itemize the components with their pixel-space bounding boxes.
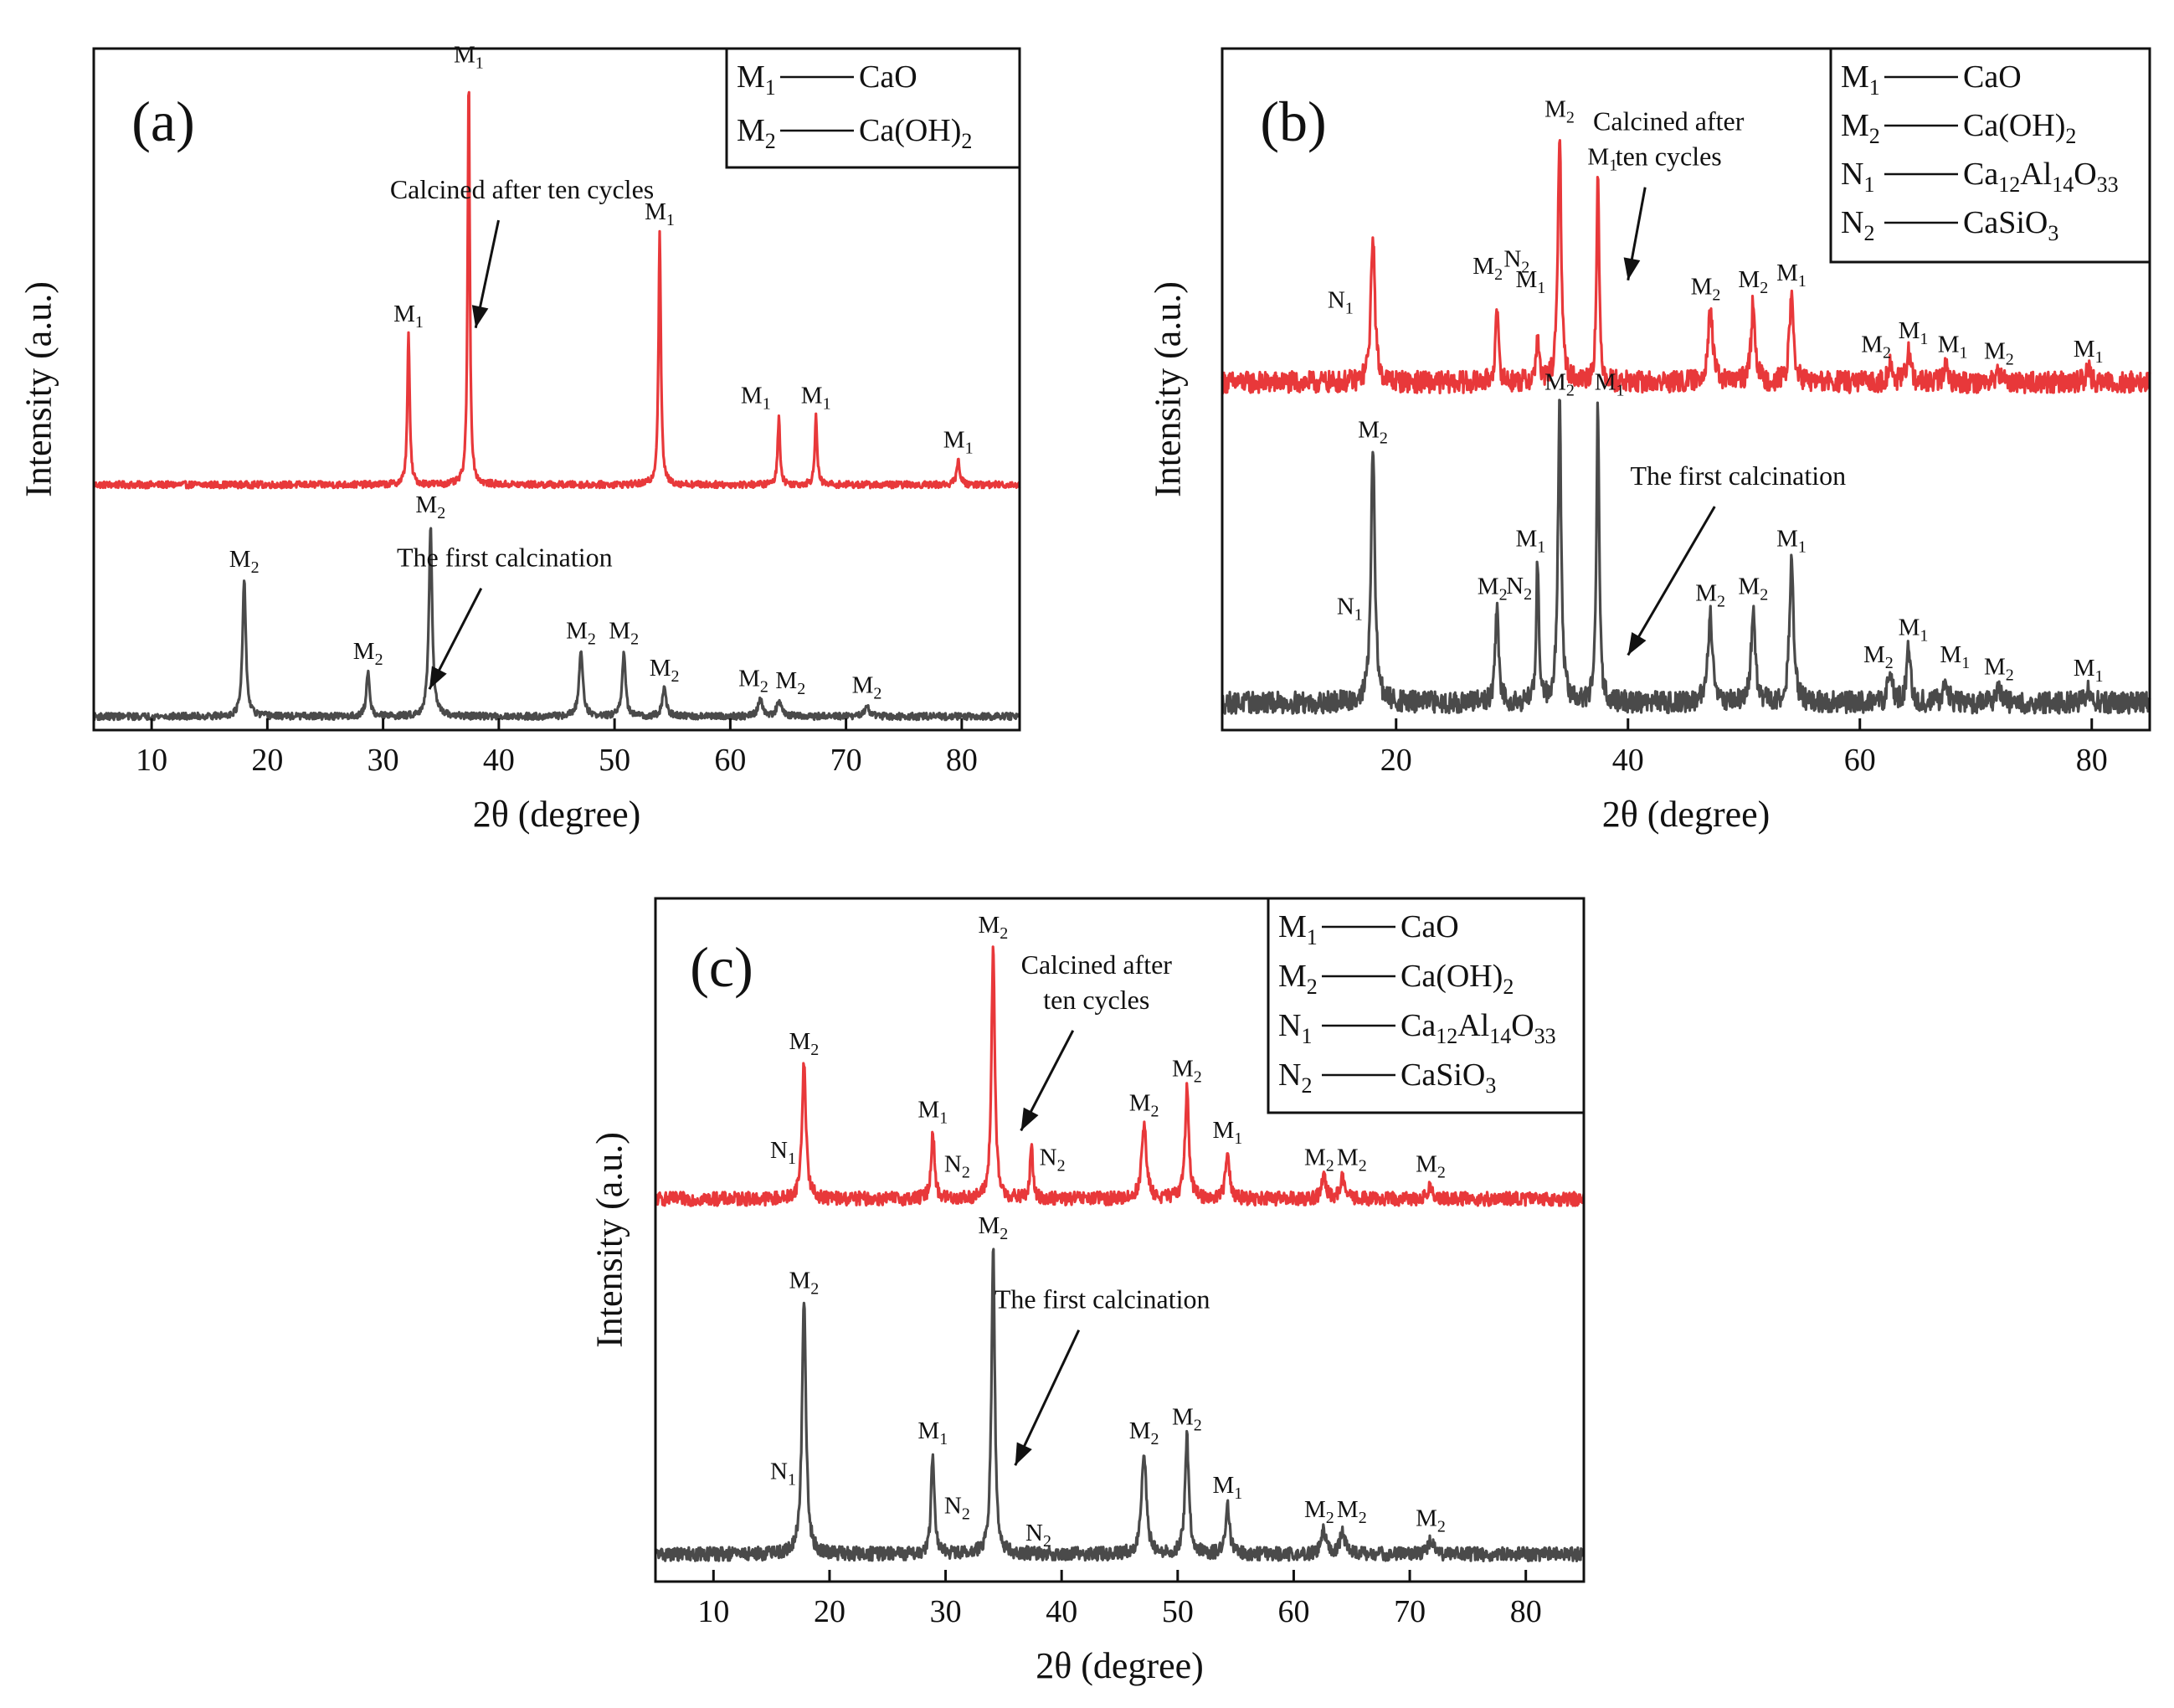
legend-box xyxy=(725,47,1021,169)
x-axis-label: 2θ (degree) xyxy=(1602,794,1771,835)
peak-label: M2 xyxy=(1861,332,1891,363)
legend-phase: CaSiO3 xyxy=(1401,1057,1496,1098)
x-axis-label: 2θ (degree) xyxy=(1036,1645,1204,1686)
y-axis-label: Intensity (a.u.) xyxy=(589,1132,630,1348)
y-axis-label: Intensity (a.u.) xyxy=(1148,281,1189,497)
arrow-head-icon xyxy=(471,305,489,328)
legend-symbol: N1 xyxy=(1841,157,1874,197)
annotation-text: The first calcination xyxy=(994,1284,1210,1314)
annotation-text: Calcined after ten cycles xyxy=(390,174,654,204)
annotation-text: Calcined after ten cycles xyxy=(1021,949,1173,1015)
x-tick-label: 60 xyxy=(1844,743,1876,778)
plot-frame xyxy=(654,897,1586,1583)
annotation-text: Calcined after ten cycles xyxy=(1593,106,1745,172)
x-tick-label: 40 xyxy=(1612,743,1644,778)
x-tick-label: 50 xyxy=(599,743,630,778)
series-line-first-calcination xyxy=(92,527,1020,722)
legend-phase: Ca(OH)2 xyxy=(1963,108,2076,148)
arrow-head-icon xyxy=(1015,1442,1032,1466)
annotation-text: The first calcination xyxy=(1630,460,1846,491)
x-tick-label: 10 xyxy=(136,743,167,778)
legend-box xyxy=(1267,897,1586,1114)
series-line-ten-cycles xyxy=(92,90,1021,490)
x-tick-label: 10 xyxy=(697,1594,729,1629)
phase-label: N2 xyxy=(1506,573,1532,604)
x-tick-label: 70 xyxy=(1394,1594,1426,1629)
panel-label: (a) xyxy=(131,90,194,153)
plot-frame xyxy=(1221,47,2151,732)
legend-phase: CaSiO3 xyxy=(1963,205,2058,245)
arrow-head-icon xyxy=(1627,631,1647,656)
legend-phase: Ca(OH)2 xyxy=(859,113,972,153)
x-tick-label: 70 xyxy=(830,743,862,778)
x-tick-label: 80 xyxy=(2076,743,2108,778)
arrow-head-icon xyxy=(429,666,447,690)
peak-label: M2 xyxy=(738,665,768,696)
legend-phase: CaO xyxy=(1963,59,2022,95)
x-axis-label: 2θ (degree) xyxy=(473,794,641,835)
x-tick-label: 60 xyxy=(1277,1594,1309,1629)
peak-label: M2 xyxy=(1416,1151,1446,1182)
legend-box xyxy=(1829,47,2151,264)
x-tick-label: 30 xyxy=(930,1594,962,1629)
x-tick-label: 20 xyxy=(814,1594,845,1629)
x-tick-label: 20 xyxy=(1380,743,1412,778)
arrow-head-icon xyxy=(1623,257,1641,280)
series-line-ten-cycles xyxy=(655,945,1586,1207)
series-line-first-calcination xyxy=(654,1248,1586,1562)
x-tick-label: 40 xyxy=(1046,1594,1077,1629)
arrow-head-icon xyxy=(1020,1107,1039,1131)
x-tick-label: 80 xyxy=(946,743,978,778)
annotation-arrow xyxy=(1627,506,1716,656)
y-axis-label: Intensity (a.u.) xyxy=(18,281,59,497)
x-tick-label: 60 xyxy=(714,743,746,778)
plot-frame xyxy=(92,47,1021,732)
peak-label: M2 xyxy=(1304,1496,1334,1527)
x-tick-label: 20 xyxy=(251,743,283,778)
x-tick-label: 80 xyxy=(1510,1594,1542,1629)
legend-phase: CaO xyxy=(859,59,917,95)
series-line-first-calcination xyxy=(1221,399,2151,715)
legend-phase: CaO xyxy=(1401,909,1459,944)
annotation-text: The first calcination xyxy=(397,543,613,573)
panel-label: (b) xyxy=(1260,90,1326,153)
annotation-arrow xyxy=(1014,1329,1081,1466)
legend-phase: Ca(OH)2 xyxy=(1401,959,1514,999)
x-tick-label: 30 xyxy=(367,743,399,778)
legend-phase: Ca12Al14O33 xyxy=(1401,1008,1556,1048)
series-line-ten-cycles xyxy=(1221,139,2151,395)
legend-phase: Ca12Al14O33 xyxy=(1963,157,2119,197)
x-tick-label: 50 xyxy=(1162,1594,1194,1629)
x-tick-label: 40 xyxy=(483,743,515,778)
panel-label: (c) xyxy=(690,935,753,999)
legend-symbol: M1 xyxy=(1278,909,1318,949)
